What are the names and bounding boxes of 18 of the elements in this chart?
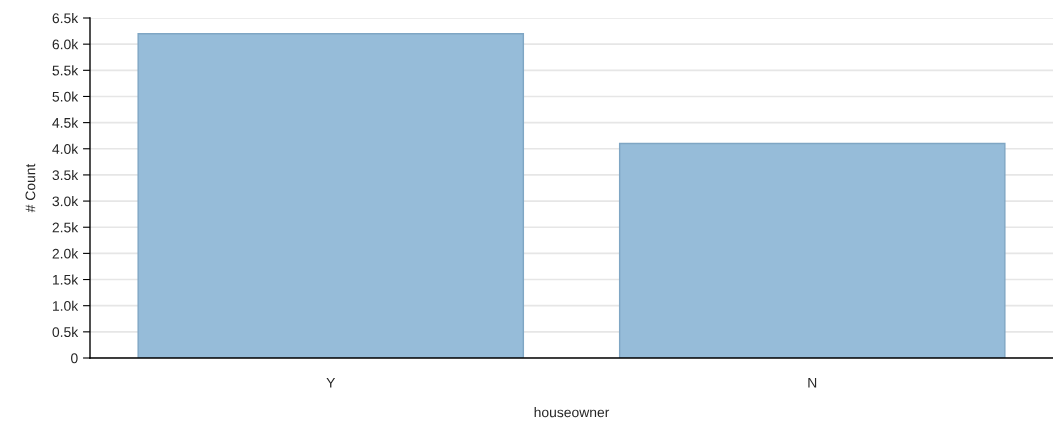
y-tick-label: 2.5k — [52, 222, 79, 233]
x-tick-label: N — [808, 377, 817, 388]
y-tick-label: 5.5k — [52, 65, 79, 76]
y-tick-label: 0.5k — [52, 326, 79, 338]
y-tick-label: 5.0k — [52, 91, 79, 102]
x-tick-label: Y — [326, 377, 336, 388]
y-tick-label: 4.5k — [52, 117, 79, 128]
y-tick-label: 3.5k — [52, 169, 79, 181]
y-tick-label: 3.0k — [52, 196, 79, 207]
y-tick-label: 2.0k — [52, 248, 79, 259]
y-tick-label: 1.5k — [53, 274, 79, 285]
y-tick-label: 6.0k — [52, 39, 79, 50]
y-tick-label: 1.0k — [53, 300, 79, 311]
y-tick-label: 4.0k — [52, 143, 79, 154]
y-axis-title: # Count — [25, 163, 36, 213]
y-tick-label: 0 — [71, 353, 78, 364]
x-axis-title: houseowner — [534, 407, 610, 418]
y-tick-label: 6.5k — [52, 12, 79, 24]
